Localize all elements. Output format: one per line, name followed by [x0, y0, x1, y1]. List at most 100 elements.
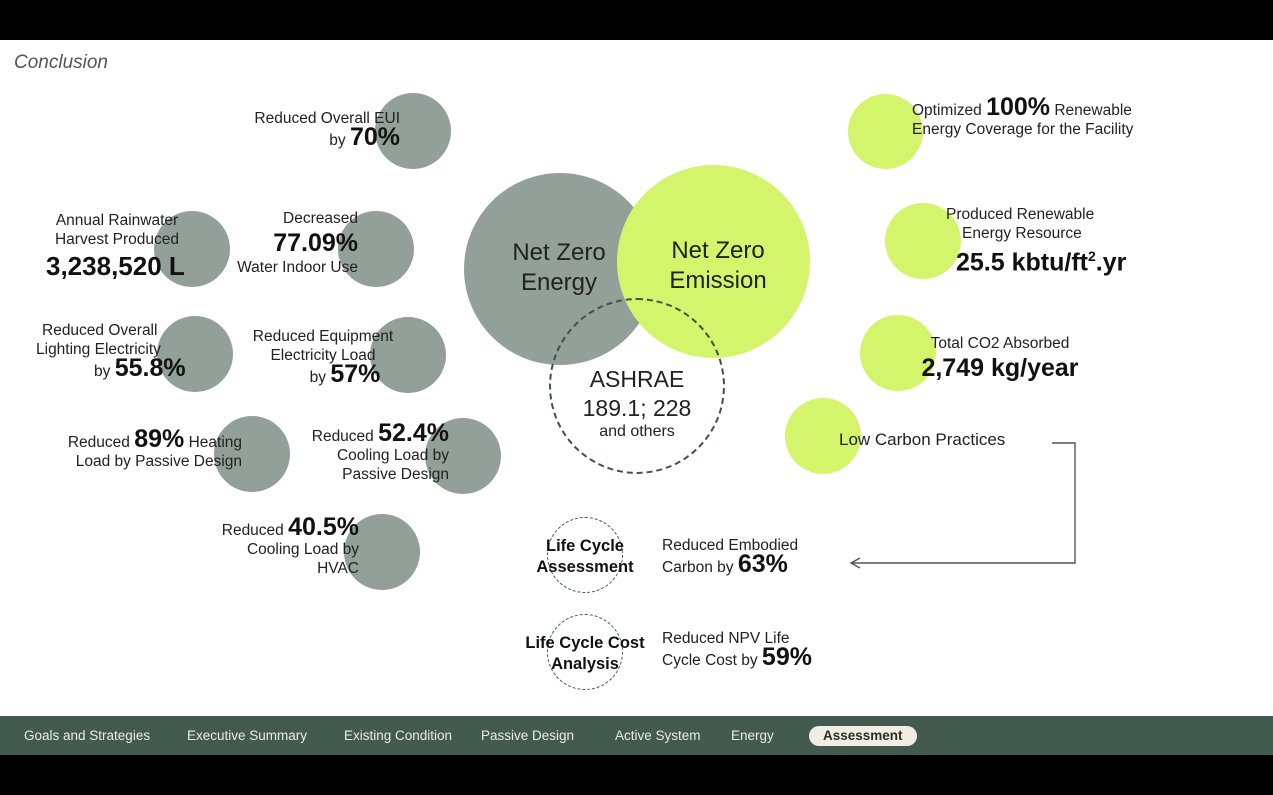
equipment-value: 57% [330, 360, 381, 388]
renewable-resource-unit-suffix: .yr [1095, 248, 1127, 277]
lca-line2: Assessment [536, 558, 634, 576]
heating-prefix: Reduced [67, 434, 135, 451]
nav-energy[interactable]: Energy [731, 728, 774, 743]
net-zero-emission-line1: Net Zero [671, 237, 765, 264]
lcca-desc: Reduced NPV Life Cycle Cost by 59% [662, 629, 842, 670]
bottom-nav: Goals and Strategies Executive Summary E… [0, 716, 1273, 755]
water-text: Decreased 77.09% Water Indoor Use [198, 209, 358, 277]
heating-text: Reduced 89% Heating Load by Passive Desi… [30, 427, 242, 471]
net-zero-emission-label: Net Zero Emission [638, 236, 798, 296]
lcca-label: Life Cycle Cost Analysis [515, 633, 655, 675]
ashrae-title: ASHRAE [589, 366, 685, 392]
lcca-desc2: Cycle Cost by [662, 652, 762, 669]
eui-circle [375, 93, 451, 169]
lighting-line2: Lighting Electricity [36, 341, 161, 358]
eui-value: 70% [349, 123, 400, 151]
renewable-coverage-circle [848, 94, 923, 169]
slide: Conclusion Net Zero Energy Net Zero Emis… [0, 40, 1273, 755]
water-circle [338, 211, 414, 287]
net-zero-emission-line2: Emission [669, 267, 767, 294]
connector-line [852, 442, 1076, 564]
co2-text: Total CO2 Absorbed 2,749 kg/year [910, 334, 1090, 383]
renewable-resource-circle [885, 203, 961, 279]
cooling-passive-circle [425, 418, 501, 494]
ashrae-label: ASHRAE 189.1; 228 and others [557, 365, 717, 441]
arrow-head-icon [849, 557, 861, 569]
lighting-prefix: by [94, 363, 115, 380]
co2-line1: Total CO2 Absorbed [930, 335, 1070, 352]
lca-desc1: Reduced Embodied [662, 537, 799, 554]
renewable-coverage-prefix: Optimized [912, 102, 987, 119]
equipment-prefix: by [309, 369, 331, 386]
equipment-line1: Reduced Equipment [252, 328, 394, 345]
lighting-text: Reduced Overall Lighting Electricity by … [20, 321, 210, 381]
net-zero-energy-line2: Energy [520, 269, 598, 296]
page-title: Conclusion [14, 52, 108, 73]
heating-circle [214, 416, 290, 492]
ashrae-standards: 189.1; 228 [582, 395, 692, 421]
lca-circle [547, 517, 623, 593]
lca-line1: Life Cycle [546, 537, 624, 555]
co2-circle [860, 315, 936, 391]
rainwater-circle [154, 211, 230, 287]
cooling-hvac-text: Reduced 40.5% Cooling Load by HVAC [190, 515, 359, 578]
rainwater-line1: Annual Rainwater [55, 212, 179, 229]
lighting-value: 55.8% [114, 354, 186, 382]
renewable-coverage-text: Optimized 100% Renewable Energy Coverage… [912, 95, 1212, 139]
heating-line2: Load by Passive Design [75, 453, 242, 470]
renewable-resource-line2: Energy Resource [962, 225, 1082, 242]
cooling-passive-line2: Cooling Load by [336, 447, 449, 464]
lighting-circle [157, 316, 233, 392]
renewable-resource-text: Produced Renewable Energy Resource 25.5 … [940, 205, 1180, 275]
cooling-passive-value: 52.4% [378, 419, 449, 447]
water-line2: Water Indoor Use [237, 259, 358, 276]
rainwater-value: 3,238,520 L [46, 251, 185, 281]
renewable-resource-value: 25.5 kbtu/ft2.yr [940, 243, 1180, 275]
cooling-hvac-value: 40.5% [288, 513, 359, 541]
eui-prefix: by [329, 132, 350, 149]
lcca-line2: Analysis [551, 655, 619, 673]
cooling-passive-text: Reduced 52.4% Cooling Load by Passive De… [280, 421, 449, 484]
water-value: 77.09% [273, 229, 358, 257]
cooling-hvac-prefix: Reduced [221, 522, 289, 539]
renewable-resource-number: 25.5 kbtu/ft [956, 248, 1088, 277]
cooling-passive-prefix: Reduced [311, 428, 379, 445]
nav-passive-design[interactable]: Passive Design [481, 728, 575, 743]
renewable-resource-line1: Produced Renewable [946, 206, 1095, 223]
nav-existing-condition[interactable]: Existing Condition [344, 728, 453, 743]
lcca-desc1: Reduced NPV Life [662, 630, 790, 647]
nav-assessment[interactable]: Assessment [809, 726, 917, 746]
lcca-value: 59% [761, 643, 812, 671]
heating-suffix: Heating [184, 434, 242, 451]
cooling-hvac-line3: HVAC [317, 560, 359, 577]
heating-value: 89% [134, 425, 185, 453]
rainwater-line2: Harvest Produced [54, 231, 180, 248]
water-line1: Decreased [283, 210, 358, 227]
equipment-text: Reduced Equipment Electricity Load by 57… [238, 327, 408, 387]
renewable-coverage-line2: Energy Coverage for the Facility [912, 121, 1134, 138]
co2-value: 2,749 kg/year [921, 354, 1079, 382]
lcca-circle [547, 614, 623, 690]
cooling-hvac-line2: Cooling Load by [246, 541, 359, 558]
net-zero-energy-line1: Net Zero [512, 239, 606, 266]
lcca-line1: Life Cycle Cost [525, 634, 645, 652]
ashrae-circle [549, 298, 725, 474]
eui-line1: Reduced Overall EUI [254, 110, 400, 127]
lca-desc2: Carbon by [662, 559, 738, 576]
lca-label: Life Cycle Assessment [520, 536, 650, 578]
net-zero-energy-label: Net Zero Energy [484, 238, 634, 298]
eui-text: Reduced Overall EUI by 70% [180, 109, 400, 150]
renewable-coverage-suffix: Renewable [1050, 102, 1132, 119]
equipment-circle [370, 317, 446, 393]
lighting-line1: Reduced Overall [42, 322, 158, 339]
cooling-passive-line3: Passive Design [342, 466, 449, 483]
nav-executive-summary[interactable]: Executive Summary [187, 728, 308, 743]
lca-desc: Reduced Embodied Carbon by 63% [662, 536, 842, 577]
ashrae-others: and others [599, 423, 675, 440]
equipment-line2: Electricity Load [270, 347, 376, 364]
rainwater-text: Annual Rainwater Harvest Produced 3,238,… [22, 211, 212, 283]
nav-goals-and-strategies[interactable]: Goals and Strategies [24, 728, 151, 743]
nav-active-system[interactable]: Active System [615, 728, 701, 743]
renewable-coverage-value: 100% [986, 93, 1051, 121]
low-carbon-circle [785, 398, 861, 474]
